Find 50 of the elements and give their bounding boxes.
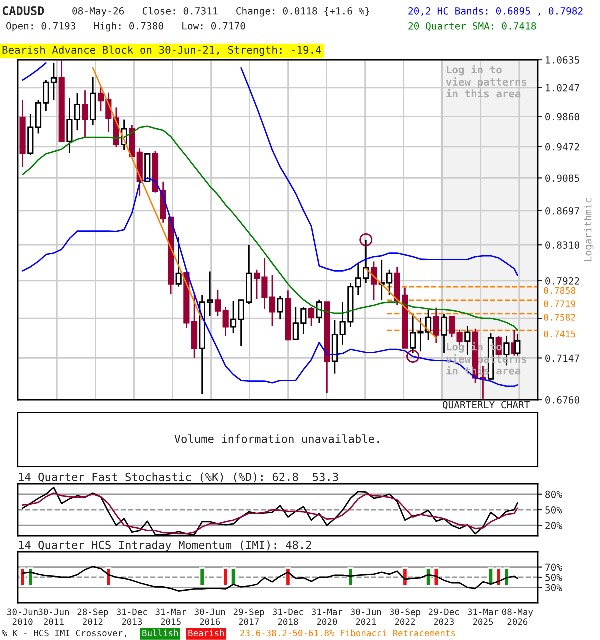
ref-line-label: 0.7719 xyxy=(544,300,576,308)
y-tick-label: 0.7147 xyxy=(546,354,580,362)
y-tick-label: 1.0635 xyxy=(546,56,580,64)
text: 23.6-38.2-50-61.8% Fibonacci Retracements xyxy=(240,630,456,637)
ref-line-label: 0.7582 xyxy=(544,314,576,321)
text: Bullish xyxy=(142,630,178,637)
x-tick-label: 31-Mar 2015 xyxy=(156,608,187,626)
x-tick-label: 30-Jun 2021 xyxy=(350,608,382,626)
y-tick-label: 50% xyxy=(546,506,562,514)
x-tick-label: 08-May 2026 xyxy=(502,608,534,626)
x-tick-label: 30-Sep 2022 xyxy=(390,608,420,626)
text: 08-May-26 Close: 0.7311 Change: 0.0118 {+1.6 %} xyxy=(72,7,370,17)
x-tick-label: 31-Mar 2020 xyxy=(312,608,343,626)
ref-line-label: 0.7858 xyxy=(544,287,576,294)
x-tick-label: 30-Jun 2016 xyxy=(194,608,226,626)
y-tick-label: 80% xyxy=(546,490,562,498)
y-tick-label: 0.7922 xyxy=(546,277,580,285)
annotation: Log in to view patterns in this area xyxy=(446,65,527,98)
y-tick-label: 0.8310 xyxy=(546,242,580,249)
ref-line-label: 0.7415 xyxy=(544,330,576,338)
y-tick-label: 50% xyxy=(546,574,562,582)
x-tick-label: 30-Jun 2011 xyxy=(38,608,70,626)
x-tick-label: 31-Dec 2018 xyxy=(272,608,304,626)
y-axis-title: Logarithmic xyxy=(584,198,594,262)
text: Volume information unavailable. xyxy=(174,434,380,444)
text: Bearish Advance Block on 30-Jun-21, Strength: -19.4 xyxy=(2,46,322,56)
text: Open: 0.7193 High: 0.7380 Low: 0.7170 xyxy=(6,22,246,32)
y-tick-label: 0.9085 xyxy=(546,174,580,182)
y-tick-label: 1.0247 xyxy=(546,84,580,92)
chart-title: 14 Quarter HCS Intraday Momentum (IMI): 48.2 xyxy=(19,540,312,552)
y-tick-label: 70% xyxy=(546,564,562,572)
y-tick-label: 0.9860 xyxy=(546,113,580,121)
text: 20 Quarter SMA: 0.7418 xyxy=(408,22,536,31)
x-tick-label: 31-Mar 2025 xyxy=(468,608,499,626)
text: Bearish xyxy=(188,630,224,637)
x-tick-label: 28-Sep 2012 xyxy=(78,608,108,626)
x-tick-label: 29-Dec 2023 xyxy=(428,608,460,626)
chart-title: 14 Quarter Fast Stochastic (%K) (%D): 62.8 53.3 xyxy=(19,472,338,483)
x-tick-label: 30-Jun 2010 xyxy=(8,608,38,626)
y-tick-label: 0.8697 xyxy=(546,207,580,215)
y-tick-label: 20% xyxy=(546,522,562,530)
x-tick-label: 29-Sep 2017 xyxy=(234,608,264,626)
y-tick-label: 0.9472 xyxy=(546,143,580,151)
x-tick-label: 31-Dec 2013 xyxy=(116,608,148,626)
y-tick-label: 30% xyxy=(546,584,562,592)
text: QUARTERLY CHART xyxy=(442,401,530,410)
y-tick-label: 0.6760 xyxy=(546,396,580,404)
chart-title: CADUSD xyxy=(2,6,44,16)
text: 20,2 HC Bands: 0.6895 , 0.7982 xyxy=(408,7,583,16)
text: % K - HCS IMI Crossover, xyxy=(2,630,126,638)
